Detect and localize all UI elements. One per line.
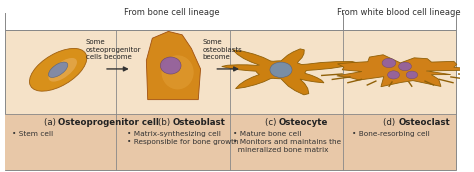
Text: (a): (a) <box>44 118 58 127</box>
Text: Some
osteoblasts
become: Some osteoblasts become <box>203 39 243 60</box>
Polygon shape <box>222 49 359 95</box>
Text: Some
osteoprogenitor
cells become: Some osteoprogenitor cells become <box>86 39 141 60</box>
Ellipse shape <box>388 71 400 79</box>
Polygon shape <box>146 31 201 100</box>
Ellipse shape <box>48 62 68 78</box>
Text: • Matrix-synthesizing cell
• Responsible for bone growth: • Matrix-synthesizing cell • Responsible… <box>127 131 239 145</box>
Ellipse shape <box>406 71 418 79</box>
Bar <box>5 30 456 170</box>
Text: (c): (c) <box>264 118 279 127</box>
Text: • Bone-resorbing cell: • Bone-resorbing cell <box>352 131 430 137</box>
Text: From white blood cell lineage: From white blood cell lineage <box>337 8 461 17</box>
Bar <box>5 114 456 170</box>
Text: (b): (b) <box>158 118 173 127</box>
Ellipse shape <box>48 58 77 82</box>
Ellipse shape <box>162 55 194 89</box>
Ellipse shape <box>399 62 411 71</box>
Text: Osteoclast: Osteoclast <box>398 118 450 127</box>
Ellipse shape <box>382 58 396 68</box>
Polygon shape <box>337 55 474 87</box>
Text: • Mature bone cell
• Monitors and maintains the
  mineralized bone matrix: • Mature bone cell • Monitors and mainta… <box>233 131 341 153</box>
Text: Osteoblast: Osteoblast <box>173 118 226 127</box>
Ellipse shape <box>160 57 181 74</box>
Ellipse shape <box>270 62 292 77</box>
Text: Osteocyte: Osteocyte <box>279 118 328 127</box>
Ellipse shape <box>29 49 87 91</box>
Text: From bone cell lineage: From bone cell lineage <box>124 8 219 17</box>
Text: • Stem cell: • Stem cell <box>12 131 53 137</box>
Text: Osteoprogenitor cell: Osteoprogenitor cell <box>58 118 159 127</box>
Text: (d): (d) <box>383 118 398 127</box>
